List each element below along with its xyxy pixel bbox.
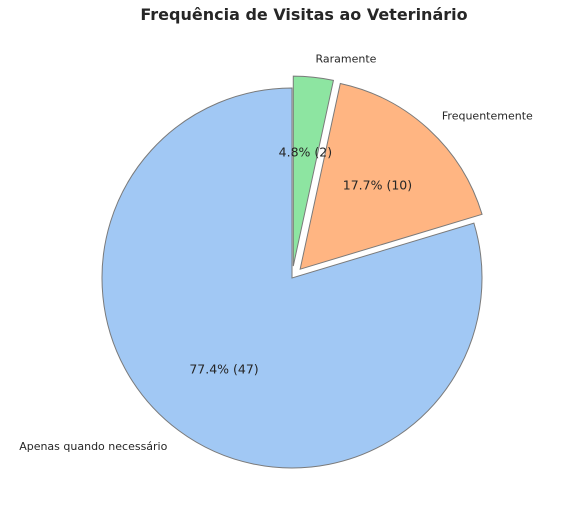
slice-category-label-raramente: Raramente <box>315 52 376 65</box>
chart-title: Frequência de Visitas ao Veterinário <box>140 5 467 24</box>
slice-percent-label-frequentemente: 17.7% (10) <box>343 177 412 192</box>
pie-slice-frequentemente <box>299 82 483 270</box>
slice-percent-label-apenas-quando-necessario: 77.4% (47) <box>189 362 258 377</box>
slice-percent-label-raramente: 4.8% (2) <box>279 145 332 160</box>
pie-slice-apenas-quando-necessario <box>101 87 483 469</box>
slice-category-label-apenas-quando-necessario: Apenas quando necessário <box>19 440 167 453</box>
pie-slice-raramente <box>292 75 335 267</box>
slice-category-label-frequentemente: Frequentemente <box>442 110 533 123</box>
